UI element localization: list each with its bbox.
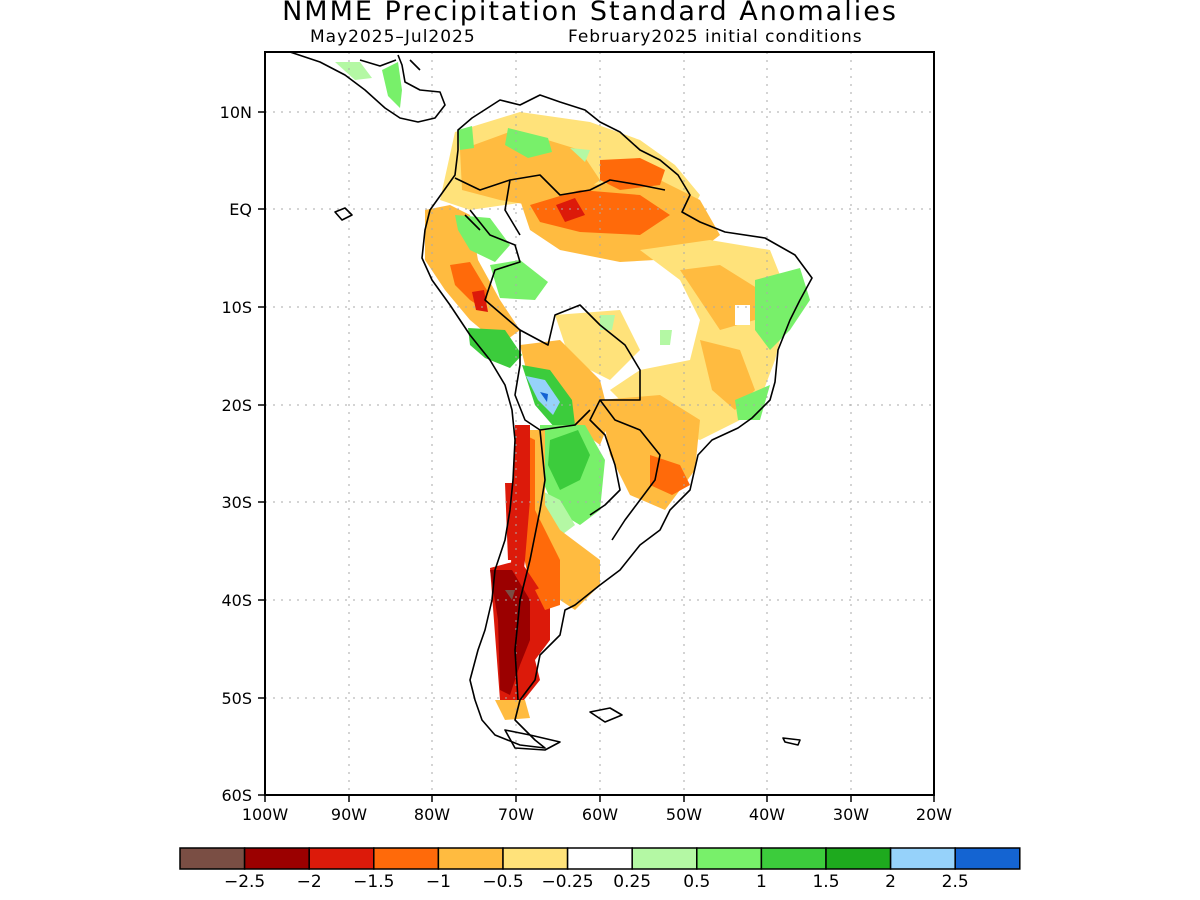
forecast-period: May2025–Jul2025 xyxy=(310,27,476,47)
x-tick-label: 40W xyxy=(749,805,785,824)
anomaly-patch xyxy=(540,392,548,402)
anomaly-patch xyxy=(455,215,510,262)
colorbar-swatch xyxy=(308,847,375,870)
colorbar: −2.5 −2 −1.5 −1 −0.5 −0.25 0.25 0.5 1 1.5 2 2.5 xyxy=(179,847,1021,892)
colorbar-swatch xyxy=(696,847,763,870)
colorbar-label: 1.5 xyxy=(812,872,839,892)
anomaly-patch xyxy=(535,580,560,610)
anomaly-patch xyxy=(335,62,372,80)
y-tick-label: 50S xyxy=(221,689,252,708)
anomaly-patch xyxy=(472,290,488,312)
y-tick-label: 10N xyxy=(220,103,252,122)
y-tick-label: 60S xyxy=(221,786,252,805)
colorbar-label: −1 xyxy=(426,872,451,892)
x-tick-label: 60W xyxy=(582,805,618,824)
colorbar-label: −0.25 xyxy=(542,872,594,892)
anomaly-patch xyxy=(548,430,590,490)
colorbar-swatch xyxy=(373,847,440,870)
axis-ticks xyxy=(258,111,935,802)
anomaly-patch xyxy=(600,315,615,330)
colorbar-label: −2 xyxy=(297,872,322,892)
anomaly-patch xyxy=(700,340,755,410)
colorbar-swatch xyxy=(243,847,310,870)
anomaly-patch xyxy=(505,590,515,600)
colorbar-swatch xyxy=(566,847,633,870)
y-tick-label: 40S xyxy=(221,591,252,610)
anomaly-patch xyxy=(505,483,522,560)
y-tick-label: 30S xyxy=(221,493,252,512)
anomaly-patch xyxy=(468,328,522,368)
central-america-coast xyxy=(289,52,446,123)
map-title: NMME Precipitation Standard Anomalies xyxy=(282,0,898,27)
anomaly-patch xyxy=(495,700,530,720)
anomaly-patch xyxy=(650,455,690,495)
caribbean-coast xyxy=(359,59,421,71)
anomaly-patch xyxy=(600,395,700,510)
tierra-del-fuego xyxy=(504,729,561,751)
anomaly-patch xyxy=(570,148,590,162)
x-tick-label: 50W xyxy=(666,805,702,824)
anomaly-patch xyxy=(556,198,585,222)
x-tick-label: 30W xyxy=(833,805,869,824)
anomaly-patch xyxy=(735,385,770,420)
colorbar-label: 0.25 xyxy=(613,872,651,892)
x-tick-label: 100W xyxy=(242,805,289,824)
colorbar-label: 1 xyxy=(756,872,767,892)
anomaly-patch xyxy=(735,305,750,325)
y-tick-label: EQ xyxy=(229,200,252,219)
anomaly-field xyxy=(335,62,810,720)
colorbar-label: −0.5 xyxy=(482,872,523,892)
country-borders xyxy=(454,174,666,701)
x-tick-label: 70W xyxy=(498,805,534,824)
x-tick-label: 80W xyxy=(414,805,450,824)
colorbar-label: 0.5 xyxy=(683,872,710,892)
y-tick-label: 20S xyxy=(221,396,252,415)
anomaly-patch xyxy=(460,130,600,210)
anomaly-patch xyxy=(505,128,552,158)
y-axis-labels: 10N EQ 10S 20S 30S 40S 50S 60S xyxy=(220,103,252,805)
colorbar-label: −2.5 xyxy=(224,872,265,892)
colorbar-swatch xyxy=(889,847,956,870)
falklands xyxy=(589,707,623,723)
south-georgia xyxy=(782,737,801,746)
colorbar-label: −1.5 xyxy=(353,872,394,892)
x-tick-label: 20W xyxy=(916,805,952,824)
colorbar-swatch xyxy=(437,847,504,870)
anomaly-patch xyxy=(600,158,665,190)
anomaly-patch xyxy=(755,268,810,350)
anomaly-patch xyxy=(458,126,474,150)
coastlines xyxy=(289,52,813,751)
y-tick-label: 10S xyxy=(221,298,252,317)
anomaly-patch xyxy=(490,260,548,300)
anomaly-patch xyxy=(660,330,672,345)
colorbar-label: 2.5 xyxy=(942,872,969,892)
colorbar-swatch xyxy=(179,847,246,870)
colorbar-swatch xyxy=(954,847,1021,870)
colorbar-swatch xyxy=(631,847,698,870)
colorbar-swatch xyxy=(825,847,892,870)
x-axis-labels: 100W 90W 80W 70W 60W 50W 40W 30W 20W xyxy=(242,805,952,824)
x-tick-label: 90W xyxy=(331,805,367,824)
colorbar-swatch xyxy=(760,847,827,870)
colorbar-label: 2 xyxy=(885,872,896,892)
south-america-coast xyxy=(421,94,813,749)
anomaly-patch xyxy=(382,62,402,108)
initial-conditions: February2025 initial conditions xyxy=(568,27,863,47)
colorbar-swatch xyxy=(502,847,569,870)
galapagos xyxy=(334,207,353,221)
